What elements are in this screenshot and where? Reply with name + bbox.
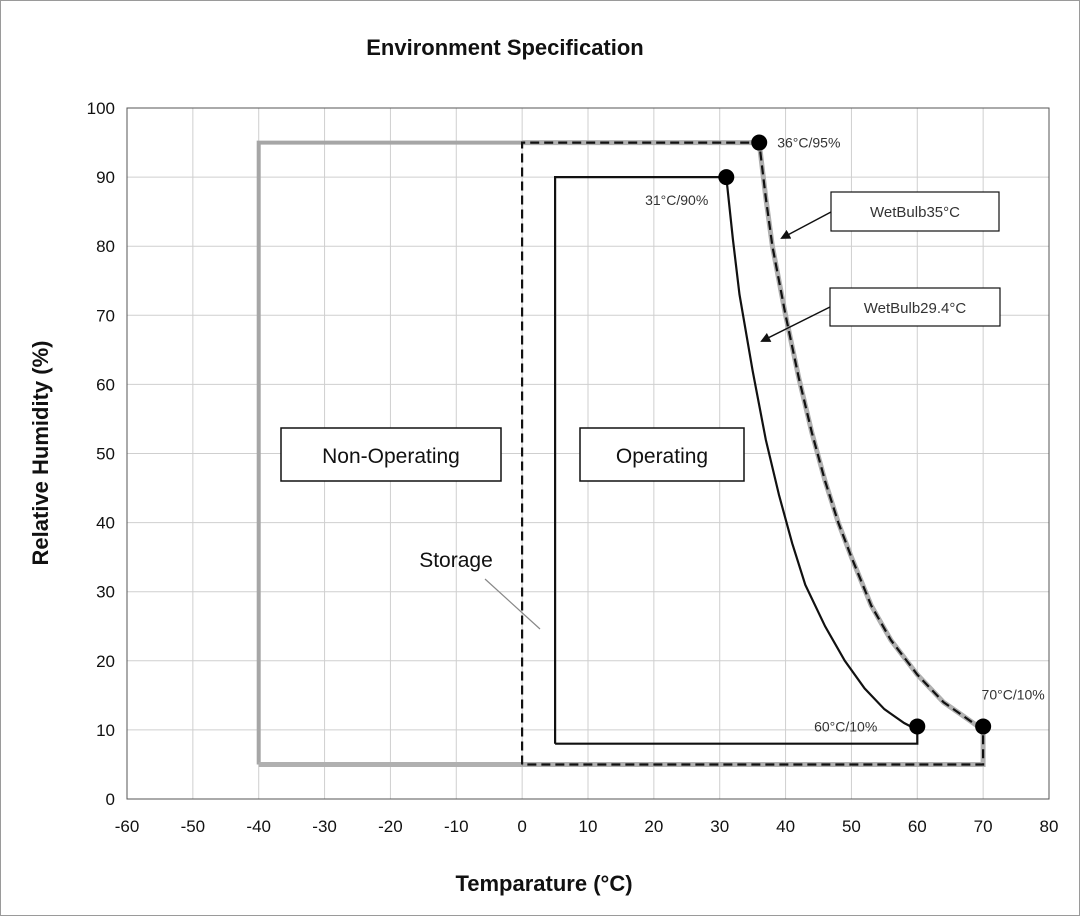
x-tick-label: -50 — [181, 817, 206, 836]
data-point-label: 36°C/95% — [777, 135, 840, 151]
data-point-label: 60°C/10% — [814, 718, 877, 734]
y-tick-label: 0 — [106, 790, 115, 809]
storage-label: Storage — [419, 549, 493, 572]
y-tick-label: 90 — [96, 168, 115, 187]
data-point-label: 70°C/10% — [982, 686, 1045, 702]
non-operating-label-box: Non-Operating — [280, 427, 502, 482]
x-tick-label: -20 — [378, 817, 403, 836]
y-tick-label: 100 — [87, 99, 115, 118]
operating-label: Operating — [616, 445, 708, 468]
x-tick-label: -10 — [444, 817, 469, 836]
markers-layer: 36°C/95% 31°C/90% 60°C/10% 70°C/10% — [645, 134, 1045, 735]
wetbulb-35-label: WetBulb35°C — [870, 204, 960, 221]
chart-title: Environment Specification — [366, 35, 644, 60]
non-operating-label: Non-Operating — [322, 445, 460, 468]
x-tick-label: 20 — [644, 817, 663, 836]
y-tick-label: 20 — [96, 652, 115, 671]
y-axis-ticks: 0 10 20 30 40 50 60 70 80 90 100 — [87, 99, 115, 809]
x-tick-label: -60 — [115, 817, 140, 836]
y-tick-label: 10 — [96, 721, 115, 740]
operating-label-box: Operating — [579, 427, 745, 482]
y-tick-label: 80 — [96, 237, 115, 256]
y-tick-label: 70 — [96, 306, 115, 325]
series-operating — [553, 176, 919, 745]
y-axis-label: Relative Humidity (%) — [28, 341, 53, 566]
x-tick-label: 40 — [776, 817, 795, 836]
x-tick-label: 70 — [974, 817, 993, 836]
plot-area-border — [126, 107, 1050, 800]
data-point-marker — [975, 718, 992, 735]
x-tick-label: 50 — [842, 817, 861, 836]
series-layer — [256, 140, 986, 767]
data-point-marker — [718, 169, 735, 186]
series-non-operating — [256, 140, 523, 765]
wetbulb-29-label: WetBulb29.4°C — [864, 300, 967, 317]
wetbulb-29-callout: WetBulb29.4°C — [760, 287, 1001, 342]
series-storage — [520, 141, 985, 766]
data-point-marker — [751, 134, 768, 151]
x-axis-label: Temparature (°C) — [455, 871, 632, 896]
wetbulb-35-arrow — [780, 211, 832, 239]
x-tick-label: 10 — [579, 817, 598, 836]
y-tick-label: 60 — [96, 375, 115, 394]
x-tick-label: 30 — [710, 817, 729, 836]
x-tick-label: -40 — [246, 817, 271, 836]
y-tick-label: 50 — [96, 445, 115, 464]
wetbulb-35-callout: WetBulb35°C — [780, 191, 1000, 239]
data-point-marker — [909, 718, 926, 735]
x-tick-label: 0 — [517, 817, 526, 836]
x-axis-ticks: -60 -50 -40 -30 -20 -10 0 10 20 30 40 50 60 70 80 — [115, 817, 1059, 836]
y-tick-label: 30 — [96, 583, 115, 602]
wetbulb-29-arrow — [760, 306, 831, 342]
x-tick-label: 60 — [908, 817, 927, 836]
x-tick-label: -30 — [312, 817, 337, 836]
data-point-label: 31°C/90% — [645, 192, 708, 208]
y-tick-label: 40 — [96, 514, 115, 533]
x-tick-label: 80 — [1040, 817, 1059, 836]
storage-leader-line — [484, 578, 541, 630]
